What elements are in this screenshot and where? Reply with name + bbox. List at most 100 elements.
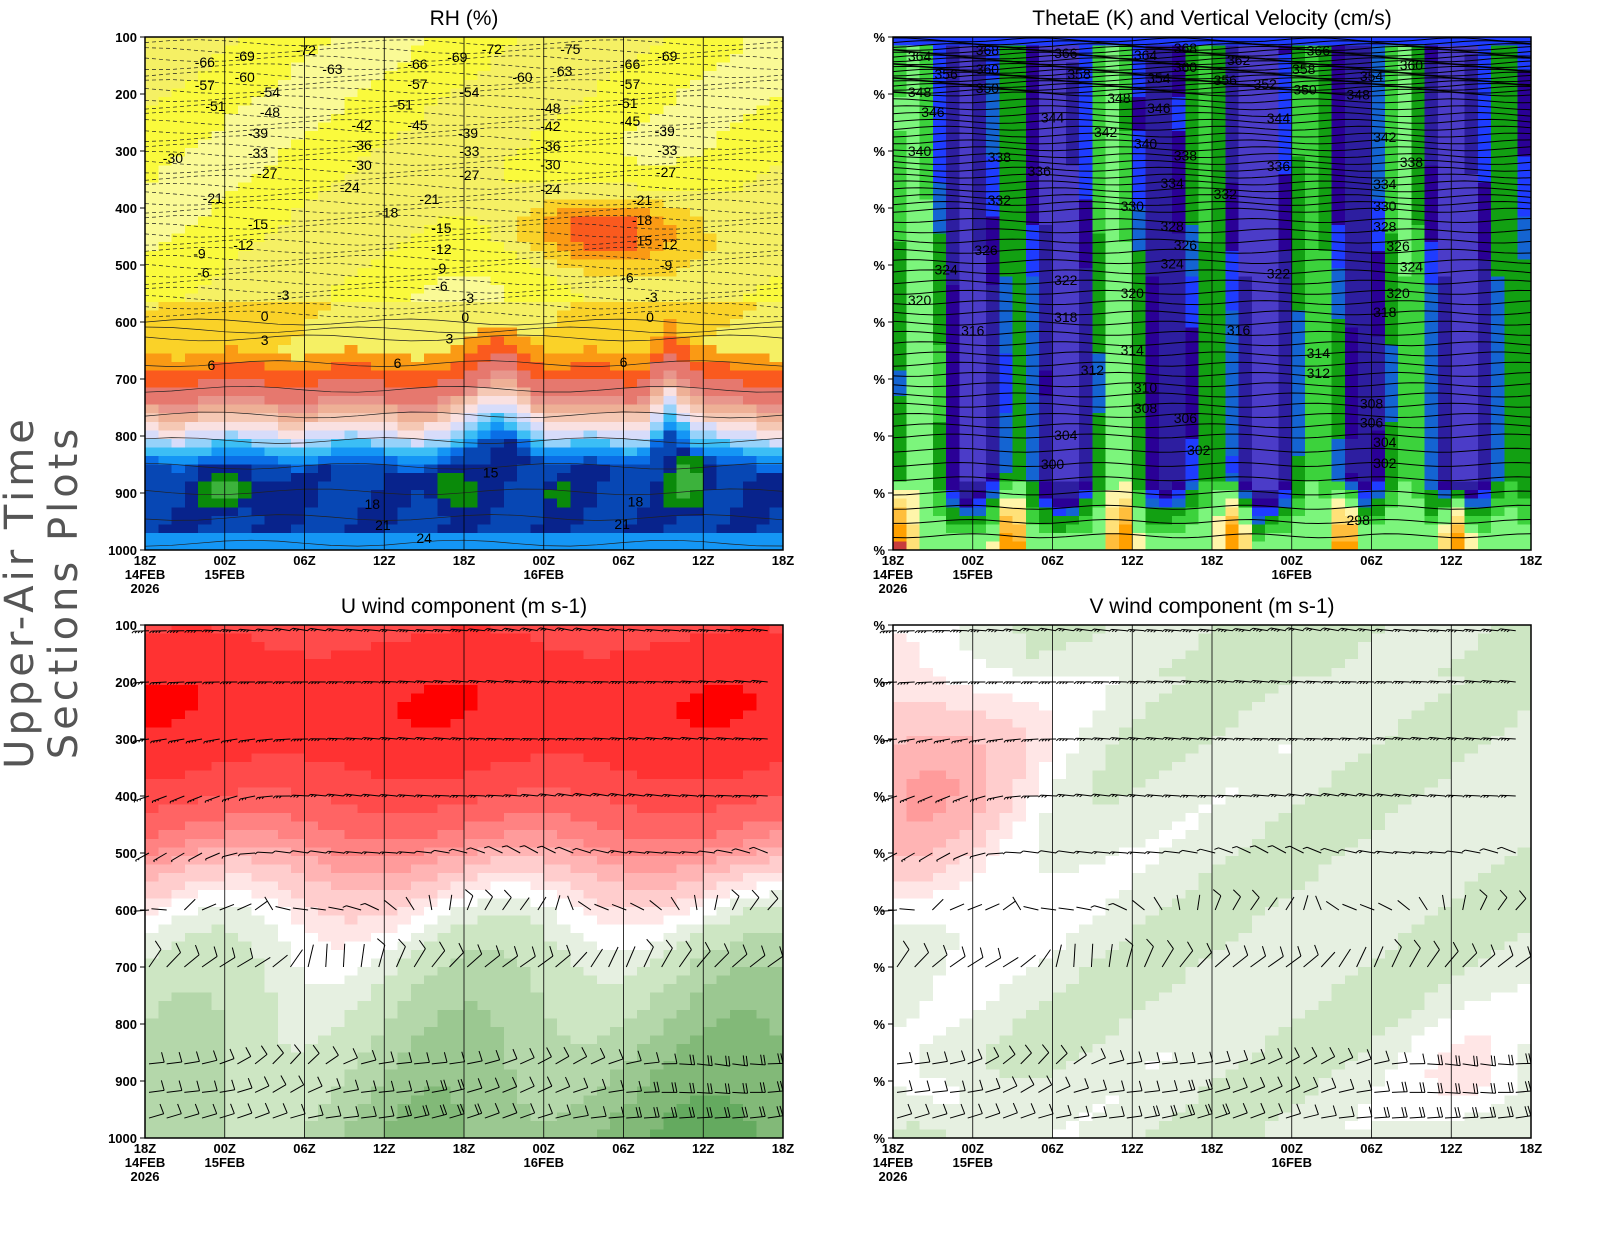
field-cell bbox=[344, 79, 359, 89]
field-cell bbox=[1238, 302, 1253, 312]
field-cell bbox=[1079, 71, 1093, 81]
field-cell bbox=[1291, 105, 1306, 115]
field-cell bbox=[397, 62, 412, 72]
field-cell bbox=[676, 507, 691, 517]
field-cell bbox=[264, 79, 279, 89]
field-cell bbox=[437, 541, 452, 551]
field-cell bbox=[623, 37, 638, 47]
field-cell bbox=[557, 344, 571, 354]
field-cell bbox=[1079, 430, 1093, 440]
field-cell bbox=[1238, 242, 1253, 252]
field-cell bbox=[198, 473, 213, 483]
field-cell bbox=[424, 344, 439, 354]
field-cell bbox=[663, 396, 678, 406]
field-cell bbox=[1185, 498, 1200, 508]
field-cell bbox=[490, 541, 505, 551]
field-cell bbox=[145, 490, 159, 500]
field-cell bbox=[251, 105, 266, 115]
field-cell bbox=[999, 336, 1014, 346]
y-tick-label: 800 bbox=[115, 429, 137, 444]
field-cell bbox=[1291, 148, 1306, 158]
field-cell bbox=[756, 190, 771, 201]
field-cell bbox=[1065, 353, 1080, 363]
field-cell bbox=[317, 353, 332, 363]
field-cell bbox=[1158, 413, 1173, 423]
field-cell bbox=[557, 361, 571, 372]
field-cell bbox=[264, 473, 279, 483]
field-cell bbox=[676, 336, 691, 346]
field-cell bbox=[1105, 233, 1120, 243]
field-cell bbox=[238, 113, 252, 124]
field-cell bbox=[211, 233, 226, 243]
field-cell bbox=[291, 208, 306, 218]
field-cell bbox=[959, 131, 974, 141]
field-cell bbox=[676, 79, 691, 89]
field-cell bbox=[251, 190, 266, 201]
field-cell bbox=[1238, 473, 1253, 483]
field-cell bbox=[1052, 387, 1067, 397]
field-cell bbox=[530, 182, 545, 192]
field-cell bbox=[946, 481, 961, 491]
field-cell bbox=[477, 336, 492, 346]
field-cell bbox=[304, 361, 319, 372]
field-cell bbox=[277, 71, 292, 81]
field-cell bbox=[437, 62, 452, 72]
field-cell bbox=[344, 404, 359, 414]
field-cell bbox=[570, 208, 585, 218]
field-cell bbox=[1185, 336, 1200, 346]
field-cell bbox=[198, 182, 213, 192]
field-cell bbox=[919, 79, 934, 89]
field-cell bbox=[1092, 267, 1107, 277]
field-cell bbox=[570, 284, 585, 295]
field-cell bbox=[1278, 122, 1293, 132]
field-cell bbox=[464, 344, 478, 354]
field-cell bbox=[1065, 208, 1080, 218]
field-cell bbox=[972, 447, 987, 457]
field-cell bbox=[1105, 515, 1120, 525]
field-cell bbox=[1265, 421, 1280, 431]
field-cell bbox=[1092, 208, 1107, 218]
field-cell bbox=[424, 71, 439, 81]
field-cell bbox=[676, 464, 691, 474]
field-cell bbox=[1225, 396, 1240, 406]
field-cell bbox=[769, 62, 784, 72]
field-cell bbox=[623, 344, 638, 354]
field-cell bbox=[145, 131, 159, 141]
field-cell bbox=[716, 490, 731, 500]
field-cell bbox=[357, 105, 372, 115]
field-cell bbox=[224, 498, 239, 508]
field-cell bbox=[304, 507, 319, 517]
field-cell bbox=[1185, 302, 1200, 312]
field-cell bbox=[972, 498, 987, 508]
field-cell bbox=[1132, 310, 1147, 320]
field-cell bbox=[145, 79, 159, 89]
field-cell bbox=[503, 464, 518, 474]
field-cell bbox=[437, 276, 452, 286]
field-cell bbox=[1052, 361, 1067, 372]
field-cell bbox=[1052, 190, 1067, 201]
field-cell bbox=[932, 79, 947, 89]
field-cell bbox=[769, 293, 784, 303]
field-cell bbox=[636, 515, 651, 525]
field-cell bbox=[893, 344, 907, 354]
field-cell bbox=[517, 88, 532, 98]
field-cell bbox=[530, 71, 545, 81]
field-cell bbox=[636, 396, 651, 406]
field-cell bbox=[1238, 190, 1253, 201]
field-cell bbox=[1158, 293, 1173, 303]
field-cell bbox=[238, 45, 252, 55]
field-cell bbox=[623, 327, 638, 337]
field-cell bbox=[277, 96, 292, 106]
field-cell bbox=[198, 404, 213, 414]
field-cell bbox=[959, 259, 974, 269]
field-cell bbox=[1251, 182, 1266, 192]
field-cell bbox=[291, 524, 306, 534]
field-cell bbox=[384, 379, 399, 389]
field-cell bbox=[211, 515, 226, 525]
field-cell bbox=[1092, 524, 1107, 534]
field-cell bbox=[959, 387, 974, 397]
field-cell bbox=[610, 88, 625, 98]
field-cell bbox=[503, 225, 518, 235]
field-cell bbox=[1278, 507, 1293, 517]
field-cell bbox=[1012, 190, 1027, 201]
